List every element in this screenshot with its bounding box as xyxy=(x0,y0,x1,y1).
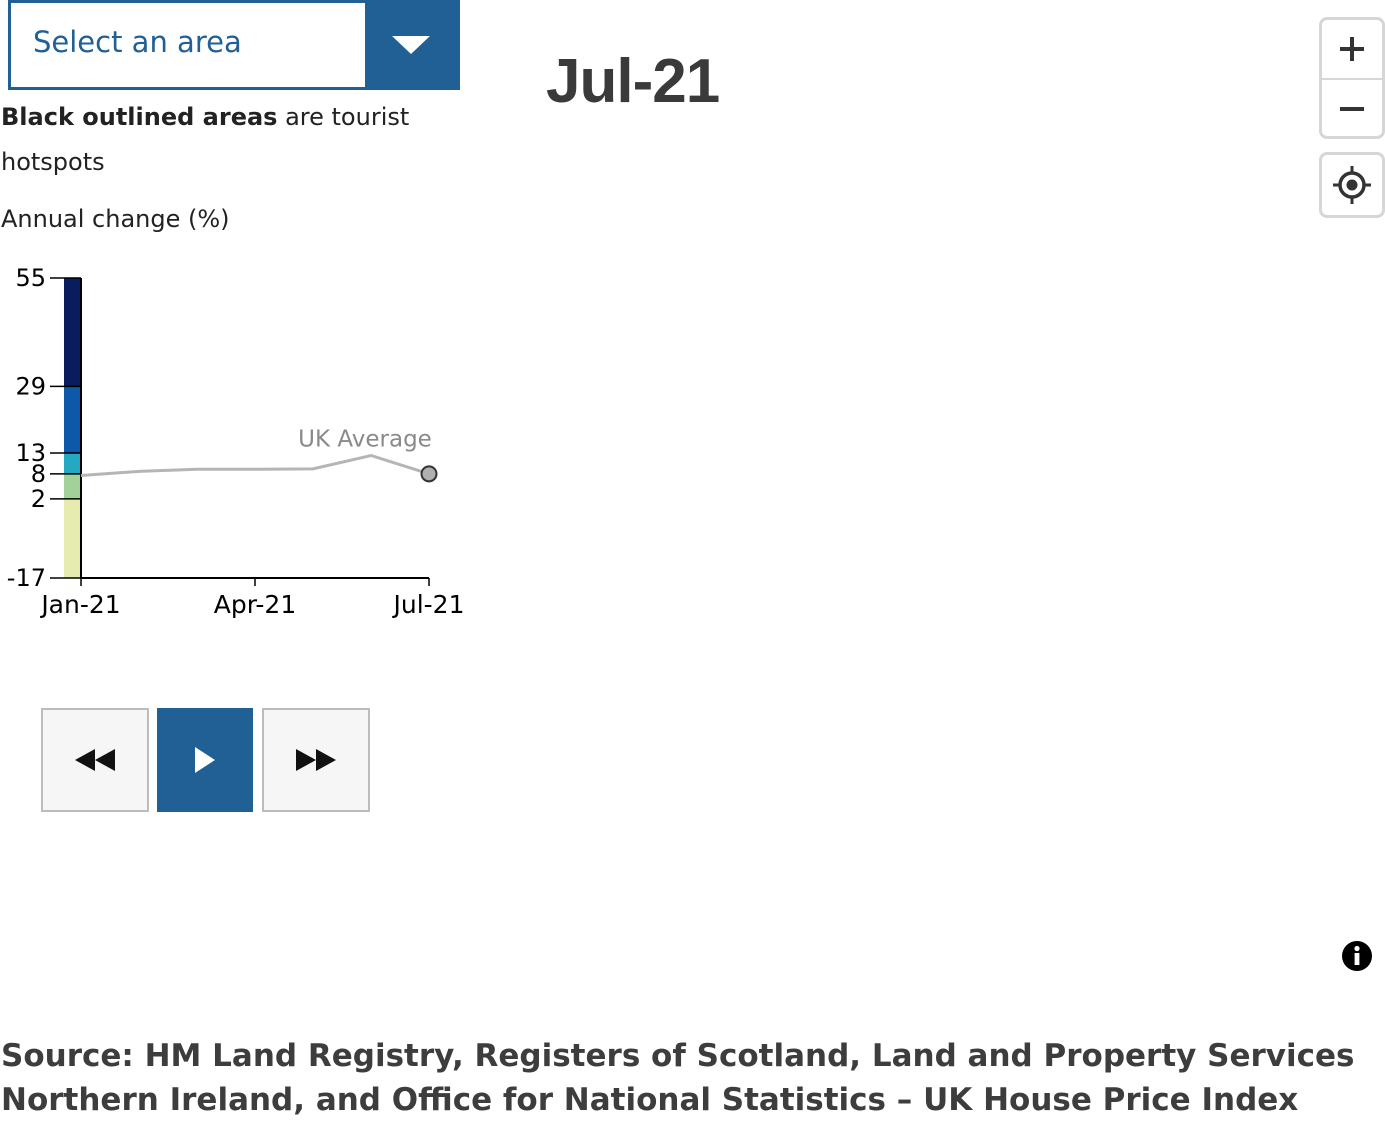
plus-icon xyxy=(1340,37,1364,61)
tourist-hotspot-note: Black outlined areas are tourist hotspot… xyxy=(1,95,441,185)
chevron-down-icon xyxy=(392,36,430,54)
current-period-title: Jul-21 xyxy=(546,47,720,116)
zoom-control xyxy=(1319,17,1385,139)
fast-forward-button[interactable] xyxy=(262,708,370,812)
locate-icon xyxy=(1333,166,1371,204)
legend-title: Annual change (%) xyxy=(1,205,230,233)
color-scale-band xyxy=(64,278,81,387)
rewind-button[interactable] xyxy=(41,708,149,812)
play-icon xyxy=(195,747,215,773)
y-tick-label: -17 xyxy=(7,564,46,592)
note-bold-text: Black outlined areas xyxy=(1,103,278,131)
y-tick-label: 29 xyxy=(15,372,46,400)
y-tick-label: 8 xyxy=(31,460,46,488)
zoom-in-button[interactable] xyxy=(1322,20,1382,80)
rewind-icon xyxy=(75,749,115,771)
current-point-marker xyxy=(420,465,438,483)
source-text: Source: HM Land Registry, Registers of S… xyxy=(1,1038,1355,1118)
info-icon[interactable] xyxy=(1341,940,1373,972)
locate-button[interactable] xyxy=(1319,152,1385,218)
color-scale-band xyxy=(64,498,81,578)
x-tick-label: Jan-21 xyxy=(39,590,120,619)
y-tick-label: 55 xyxy=(15,264,46,292)
color-scale-band xyxy=(64,386,81,453)
fast-forward-icon xyxy=(296,749,336,771)
color-scale-band xyxy=(64,453,81,474)
zoom-out-button[interactable] xyxy=(1322,80,1382,136)
x-tick-label: Apr-21 xyxy=(214,590,296,619)
color-scale-band xyxy=(64,473,81,499)
area-select[interactable]: Select an area xyxy=(8,0,460,90)
area-select-dropdown-button[interactable] xyxy=(365,3,457,87)
uk-average-line xyxy=(80,453,430,477)
series-label: UK Average xyxy=(298,427,432,453)
play-button[interactable] xyxy=(157,708,253,812)
x-tick-label: Jul-21 xyxy=(392,590,465,619)
area-select-placeholder: Select an area xyxy=(33,25,242,59)
y-tick-label: 13 xyxy=(15,439,46,467)
y-tick-label: 2 xyxy=(31,485,46,513)
minus-icon xyxy=(1340,107,1364,111)
note-rest-text: are tourist hotspots xyxy=(1,103,410,176)
